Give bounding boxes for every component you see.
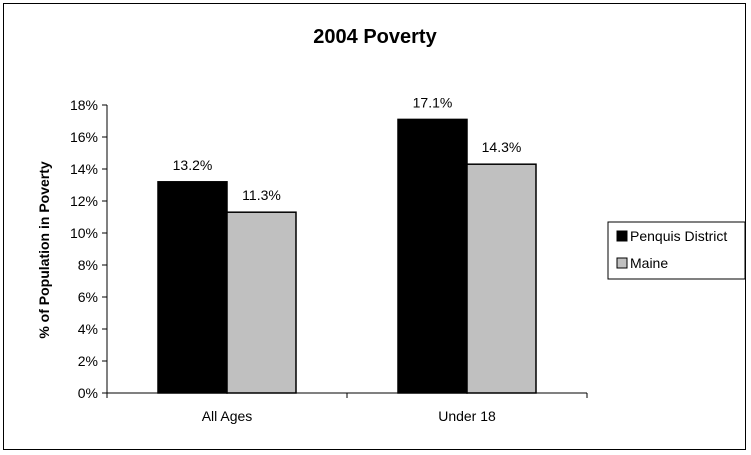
data-label: 17.1% (413, 94, 453, 110)
y-axis-label: % of Population in Poverty (36, 161, 52, 339)
legend-swatch-maine (616, 257, 628, 269)
bar-maine (466, 163, 537, 394)
bar-penquis-district (157, 181, 228, 394)
chart-title: 2004 Poverty (313, 26, 437, 48)
y-tick-label: 2% (78, 353, 98, 369)
y-tick-label: 0% (78, 385, 98, 401)
legend-label-penquis-district: Penquis District (630, 228, 727, 244)
x-tick-label: Under 18 (438, 408, 496, 424)
plot-area: 0% 2% 4% 6% 8% 10% 12% 14% 16% 18% All Ages 13.2% 11… (70, 94, 588, 424)
y-tick-label: 14% (70, 161, 98, 177)
y-tick-label: 6% (78, 289, 98, 305)
y-tick-label: 4% (78, 321, 98, 337)
bar-maine (226, 211, 297, 394)
y-tick-label: 16% (70, 129, 98, 145)
y-tick-label: 18% (70, 97, 98, 113)
data-label: 11.3% (242, 187, 281, 203)
y-tick-label: 8% (78, 257, 98, 273)
y-tick-label: 10% (70, 225, 98, 241)
legend-swatch-penquis-district (616, 230, 628, 242)
bar-penquis-district (397, 118, 468, 394)
y-tick-label: 12% (70, 193, 98, 209)
x-tick-label: All Ages (202, 408, 253, 424)
legend-label-maine: Maine (630, 255, 668, 271)
data-label: 13.2% (173, 157, 213, 173)
legend-box (607, 221, 746, 280)
legend: Penquis District Maine (607, 221, 746, 280)
data-label: 14.3% (482, 139, 522, 155)
